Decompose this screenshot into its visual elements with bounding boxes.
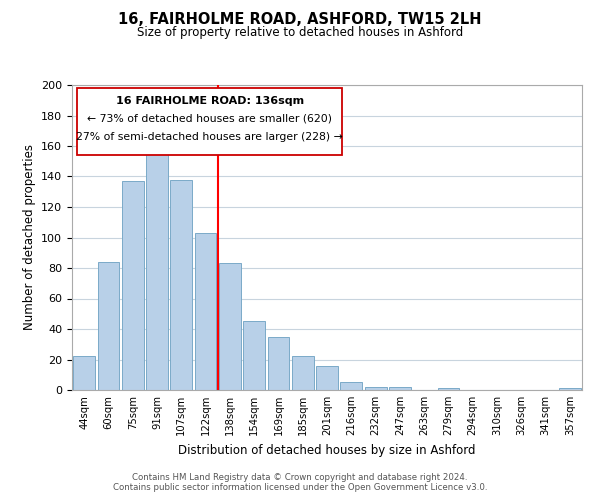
Text: ← 73% of detached houses are smaller (620): ← 73% of detached houses are smaller (62… xyxy=(87,114,332,124)
Bar xyxy=(170,180,192,390)
Y-axis label: Number of detached properties: Number of detached properties xyxy=(23,144,35,330)
Bar xyxy=(389,387,411,390)
X-axis label: Distribution of detached houses by size in Ashford: Distribution of detached houses by size … xyxy=(178,444,476,456)
Bar xyxy=(559,388,581,390)
Text: Size of property relative to detached houses in Ashford: Size of property relative to detached ho… xyxy=(137,26,463,39)
FancyBboxPatch shape xyxy=(77,88,342,155)
Bar xyxy=(194,233,217,390)
Bar xyxy=(316,366,338,390)
Bar xyxy=(268,336,289,390)
Bar xyxy=(219,264,241,390)
Bar xyxy=(73,356,95,390)
Bar xyxy=(146,150,168,390)
Text: 27% of semi-detached houses are larger (228) →: 27% of semi-detached houses are larger (… xyxy=(76,132,343,142)
Bar xyxy=(243,322,265,390)
Bar xyxy=(437,388,460,390)
Text: Contains HM Land Registry data © Crown copyright and database right 2024.
Contai: Contains HM Land Registry data © Crown c… xyxy=(113,473,487,492)
Bar xyxy=(97,262,119,390)
Bar xyxy=(122,181,143,390)
Bar xyxy=(365,387,386,390)
Text: 16, FAIRHOLME ROAD, ASHFORD, TW15 2LH: 16, FAIRHOLME ROAD, ASHFORD, TW15 2LH xyxy=(118,12,482,28)
Bar xyxy=(340,382,362,390)
Text: 16 FAIRHOLME ROAD: 136sqm: 16 FAIRHOLME ROAD: 136sqm xyxy=(116,96,304,106)
Bar xyxy=(292,356,314,390)
